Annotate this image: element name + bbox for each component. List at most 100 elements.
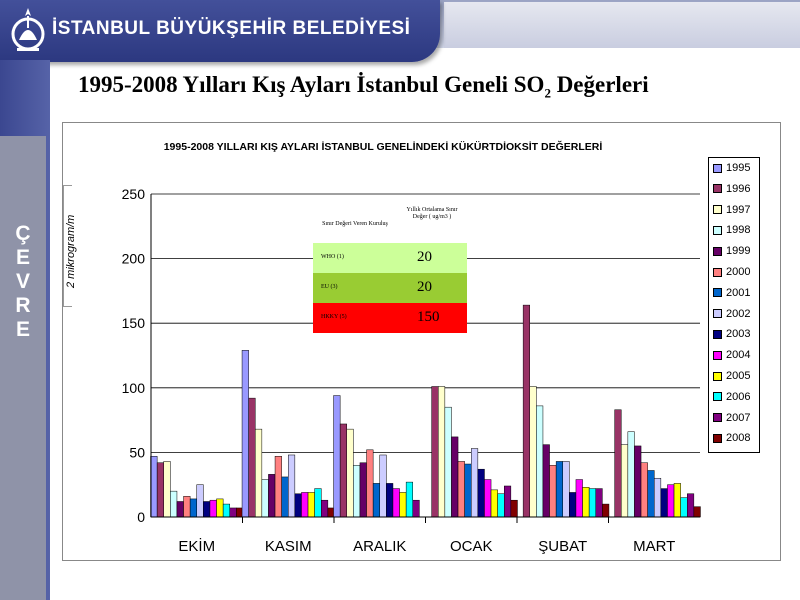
bar-2005 xyxy=(673,483,681,518)
bar-2002 xyxy=(471,448,479,518)
bar-2005 xyxy=(399,492,407,518)
municipality-logo-icon xyxy=(11,8,45,51)
bar-2003 xyxy=(660,488,668,518)
legend-item: 2008 xyxy=(713,432,750,446)
bar-2006 xyxy=(222,503,230,518)
legend-label: 2002 xyxy=(726,307,751,320)
bar-2000 xyxy=(183,496,191,518)
side-letter: R xyxy=(15,294,31,317)
bar-1999 xyxy=(542,444,550,518)
x-category-label: MART xyxy=(633,538,675,555)
org-name: İSTANBUL BÜYÜKŞEHİR BELEDİYESİ xyxy=(52,18,411,39)
bar-2007 xyxy=(321,499,329,518)
bar-1997 xyxy=(346,428,354,518)
bar-1996 xyxy=(248,397,256,518)
legend-swatch xyxy=(713,267,722,277)
y-tick-label: 200 xyxy=(122,251,146,267)
bar-1998 xyxy=(536,405,544,518)
legend-item: 2000 xyxy=(713,266,750,280)
y-tick-label: 0 xyxy=(137,509,145,525)
ref-row-name: WHO (1) xyxy=(321,254,344,260)
legend-label: 2000 xyxy=(726,266,751,278)
bar-1997 xyxy=(621,444,629,518)
bar-1999 xyxy=(268,474,276,518)
bar-2000 xyxy=(549,465,557,518)
bar-2000 xyxy=(457,461,465,518)
bar-1995 xyxy=(333,395,341,518)
y-tick-label: 150 xyxy=(122,315,146,331)
legend-item: 1998 xyxy=(713,224,750,238)
bar-1998 xyxy=(353,465,361,518)
ref-row-name: EU (3) xyxy=(321,284,338,290)
bar-2003 xyxy=(294,493,302,518)
legend-swatch xyxy=(713,371,722,381)
legend-item: 1999 xyxy=(713,245,750,259)
legend-item: 2001 xyxy=(713,287,750,301)
bar-2001 xyxy=(647,470,655,518)
chart-container: 1995-2008 YILLARI KIŞ AYLARI İSTANBUL GE… xyxy=(62,122,781,561)
bar-2008 xyxy=(693,506,701,518)
bar-2006 xyxy=(314,488,322,518)
bar-2002 xyxy=(196,484,204,518)
legend-label: 1996 xyxy=(726,182,751,195)
slide-title-end: Değerleri xyxy=(550,72,649,97)
bar-2005 xyxy=(582,487,590,518)
bar-2004 xyxy=(209,499,217,518)
ref-row-value: 20 xyxy=(417,279,432,295)
bar-2007 xyxy=(595,488,603,518)
bar-2004 xyxy=(667,484,675,518)
axes: 0 50 100 150 200 250 EKİM KASIM ARALIK OCAK ŞUBAT M… xyxy=(122,186,700,555)
side-letter: E xyxy=(15,246,30,269)
bar-2008 xyxy=(602,503,610,518)
bar-1996 xyxy=(431,386,439,518)
legend-label: 2006 xyxy=(726,390,751,403)
bar-2006 xyxy=(680,497,688,518)
bar-2003 xyxy=(477,468,485,518)
bar-2005 xyxy=(490,489,498,518)
legend-swatch xyxy=(713,329,722,339)
bar-2003 xyxy=(386,483,394,518)
legend-swatch xyxy=(713,413,722,423)
ghost-frame xyxy=(63,185,72,307)
bar-2007 xyxy=(412,499,420,518)
bar-1999 xyxy=(634,445,642,518)
bar-2000 xyxy=(274,456,282,518)
bar-1998 xyxy=(627,431,635,518)
bar-1996 xyxy=(156,462,165,518)
legend-label: 1999 xyxy=(726,245,751,258)
bar-1997 xyxy=(529,386,537,518)
legend-item: 1996 xyxy=(713,183,750,197)
bar-2008 xyxy=(510,499,518,518)
bar-1996 xyxy=(522,304,530,518)
legend-swatch xyxy=(713,205,722,215)
bar-2002 xyxy=(654,477,662,518)
ref-row-who: WHO (1) 20 xyxy=(313,243,467,273)
legend-item: 1997 xyxy=(713,204,750,218)
x-category-label: OCAK xyxy=(450,538,493,555)
ref-row-value: 150 xyxy=(417,309,440,325)
legend-label: 2008 xyxy=(726,432,751,445)
legend-item: 2002 xyxy=(713,308,750,322)
side-letter: Ç xyxy=(15,222,31,245)
legend-label: 1998 xyxy=(726,224,751,237)
x-category-label: ARALIK xyxy=(353,538,406,555)
legend-swatch xyxy=(713,288,722,298)
legend-item: 1995 xyxy=(713,162,750,176)
legend-item: 2004 xyxy=(713,349,750,363)
bar-1995 xyxy=(241,350,249,518)
ref-row-name: HKKY (5) xyxy=(321,314,347,320)
ref-row-hkky: HKKY (5) 150 xyxy=(313,303,467,333)
bar-1996 xyxy=(339,423,347,518)
bar-1998 xyxy=(444,406,452,518)
bar-1997 xyxy=(255,428,263,518)
bar-1998 xyxy=(170,490,178,518)
slide-title-main: 1995-2008 Yılları Kış Ayları İstanbul Ge… xyxy=(78,72,545,97)
legend-label: 2003 xyxy=(726,328,751,341)
bar-1999 xyxy=(451,436,459,518)
legend-swatch xyxy=(713,184,722,194)
bar-1996 xyxy=(614,409,622,518)
bar-2001 xyxy=(372,483,380,518)
side-letter: E xyxy=(15,318,30,341)
side-panel xyxy=(0,136,46,600)
ref-row-value: 20 xyxy=(417,249,432,265)
